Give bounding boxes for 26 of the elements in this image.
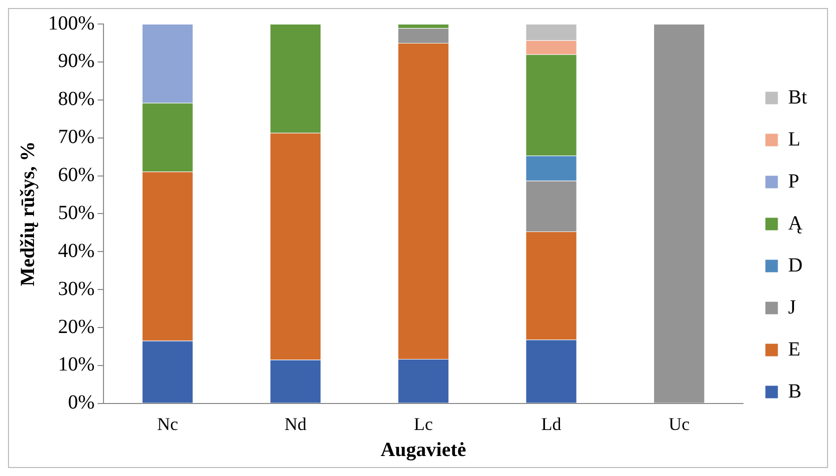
legend-label: D xyxy=(788,254,803,276)
x-tick-label: Uc xyxy=(668,414,690,434)
legend-label: Bt xyxy=(788,86,808,108)
y-tick-label: 20% xyxy=(58,316,95,338)
legend-label: Ą xyxy=(788,212,804,234)
legend-label: J xyxy=(788,296,796,318)
x-axis-title: Augavietė xyxy=(380,439,466,462)
y-tick-label: 50% xyxy=(58,202,95,224)
legend-label: E xyxy=(788,338,800,360)
y-tick-label: 70% xyxy=(58,126,95,148)
legend-label: B xyxy=(788,380,802,402)
y-tick-label: 0% xyxy=(68,392,95,414)
y-tick-label: 80% xyxy=(58,88,95,110)
y-tick-label: 100% xyxy=(48,12,95,34)
y-tick-label: 30% xyxy=(58,278,95,300)
x-tick-label: Nc xyxy=(157,414,178,434)
x-tick-label: Ld xyxy=(541,414,562,434)
y-tick-label: 60% xyxy=(58,164,95,186)
y-axis-title: Medžių rūšys, % xyxy=(17,141,40,286)
y-tick-label: 10% xyxy=(58,354,95,376)
y-tick-label: 40% xyxy=(58,240,95,262)
x-tick-label: Lc xyxy=(414,414,433,434)
x-tick-label: Nd xyxy=(284,414,306,434)
y-tick-label: 90% xyxy=(58,50,95,72)
legend-label: L xyxy=(788,128,800,150)
legend-label: P xyxy=(788,170,800,192)
